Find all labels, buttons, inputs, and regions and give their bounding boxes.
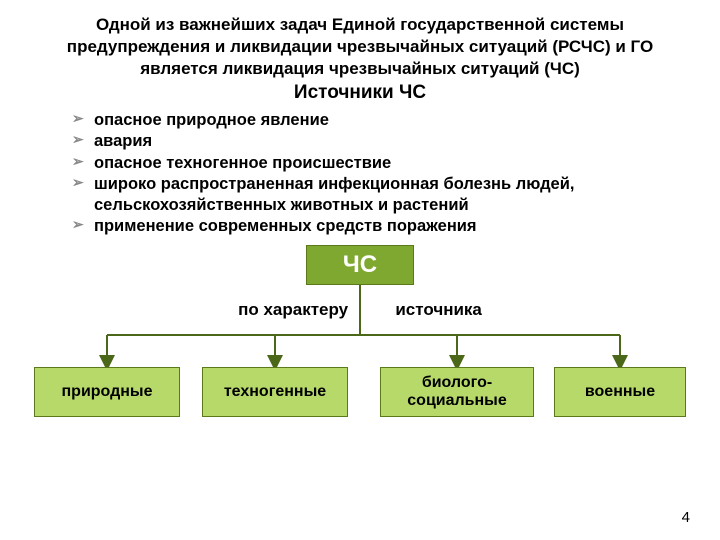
leaf-box: природные xyxy=(34,367,180,417)
bullet-item: широко распространенная инфекционная бол… xyxy=(72,174,686,216)
bullet-item: опасное природное явление xyxy=(72,110,686,131)
page-number: 4 xyxy=(682,509,690,526)
bullet-item: авария xyxy=(72,131,686,152)
root-box: ЧС xyxy=(306,245,414,285)
mid-labels: по характеру источника xyxy=(34,300,686,320)
slide-title: Одной из важнейших задач Единой государс… xyxy=(34,14,686,80)
diagram: по характеру источника ЧС природные техног… xyxy=(34,245,686,465)
leaf-box: техногенные xyxy=(202,367,348,417)
mid-label-right: источника xyxy=(395,300,482,319)
slide-subtitle: Источники ЧС xyxy=(34,82,686,104)
bullet-item: опасное техногенное происшествие xyxy=(72,153,686,174)
leaf-box: биолого- социальные xyxy=(380,367,534,417)
leaf-box: военные xyxy=(554,367,686,417)
bullet-item: применение современных средств поражения xyxy=(72,216,686,237)
bullet-list: опасное природное явлениеаварияопасное т… xyxy=(34,110,686,237)
mid-label-left: по характеру xyxy=(238,300,348,319)
